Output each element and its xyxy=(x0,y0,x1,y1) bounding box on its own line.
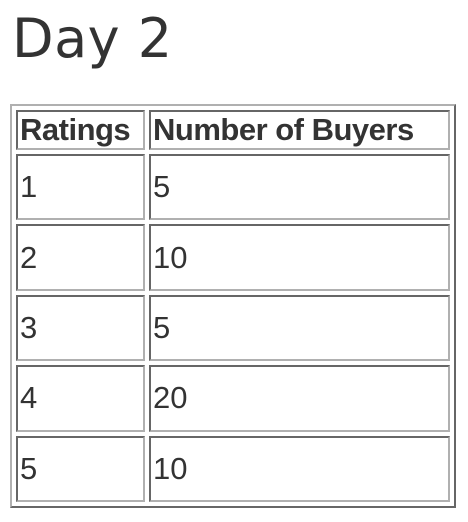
page-title: Day 2 xyxy=(12,7,173,70)
ratings-table: Ratings Number of Buyers 1 5 2 10 3 5 4 … xyxy=(12,106,454,506)
buyers-cell: 5 xyxy=(149,294,450,362)
buyers-cell: 20 xyxy=(149,365,450,432)
rating-cell: 1 xyxy=(16,154,145,221)
rating-cell: 4 xyxy=(16,365,145,432)
table-row: 4 20 xyxy=(16,365,450,432)
header-ratings: Ratings xyxy=(16,110,145,150)
table-row: 3 5 xyxy=(16,294,450,362)
table-row: 1 5 xyxy=(16,154,450,221)
buyers-cell: 5 xyxy=(149,154,450,221)
rating-cell: 2 xyxy=(16,224,145,291)
rating-cell: 5 xyxy=(16,435,145,502)
table-row: 5 10 xyxy=(16,435,450,502)
buyers-cell: 10 xyxy=(149,224,450,291)
header-number-of-buyers: Number of Buyers xyxy=(149,110,450,150)
ratings-table-frame: Ratings Number of Buyers 1 5 2 10 3 5 4 … xyxy=(10,104,456,508)
table-header-row: Ratings Number of Buyers xyxy=(16,110,450,150)
table-row: 2 10 xyxy=(16,224,450,291)
rating-cell: 3 xyxy=(16,294,145,362)
buyers-cell: 10 xyxy=(149,435,450,502)
